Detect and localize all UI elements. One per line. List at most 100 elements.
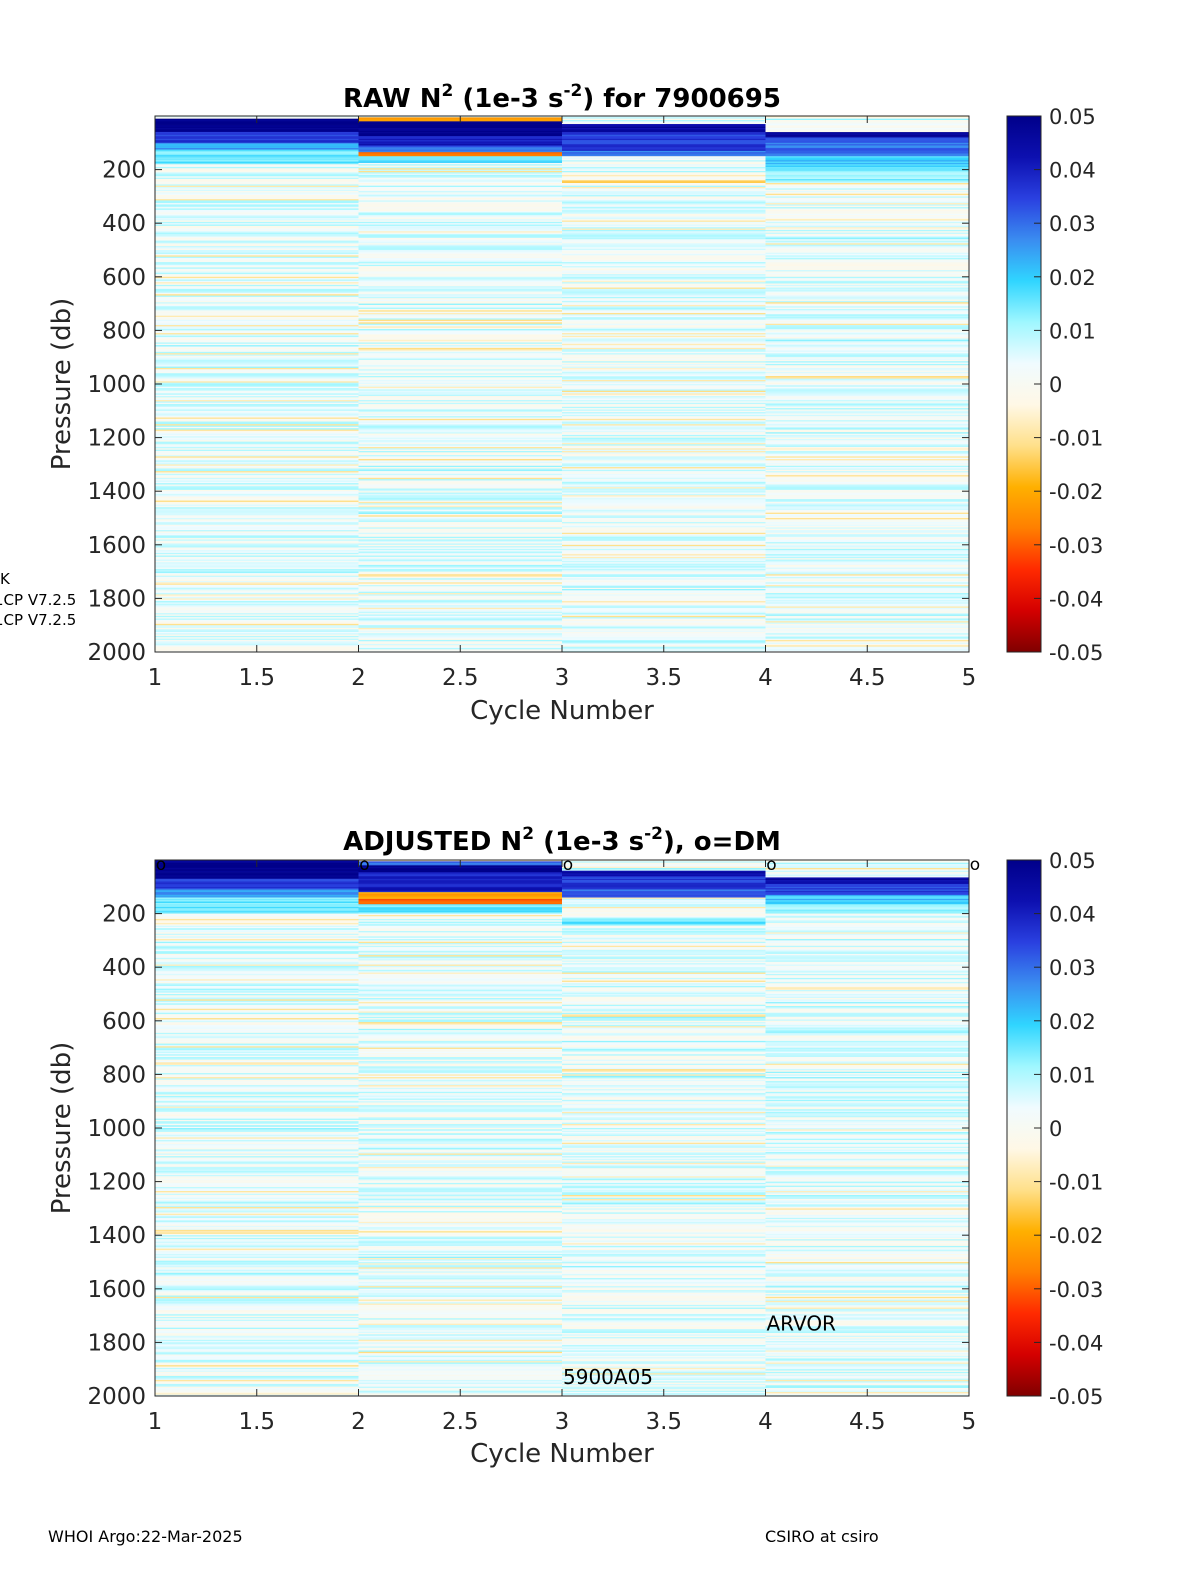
heatmap-cell	[562, 432, 766, 434]
heatmap-cell	[562, 1357, 766, 1359]
heatmap-cell	[562, 353, 766, 355]
heatmap-cell	[358, 518, 562, 520]
heatmap-cell	[155, 1152, 359, 1154]
heatmap-cell	[562, 208, 766, 211]
heatmap-cell	[562, 365, 766, 367]
heatmap-cell	[358, 341, 562, 343]
heatmap-cell	[562, 370, 766, 373]
heatmap-cell	[562, 1172, 766, 1174]
heatmap-cell	[562, 144, 766, 146]
heatmap-cell	[765, 1355, 969, 1358]
heatmap-cell	[562, 160, 766, 162]
heatmap-cell	[358, 975, 562, 977]
heatmap-cell	[765, 1349, 969, 1351]
heatmap-cell	[358, 1366, 562, 1369]
heatmap-cell	[562, 1007, 766, 1010]
heatmap-cell	[358, 491, 562, 493]
heatmap-cell	[562, 943, 766, 945]
heatmap-cell	[765, 560, 969, 563]
heatmap-cell	[155, 1339, 359, 1342]
heatmap-cell	[562, 985, 766, 988]
heatmap-cell	[562, 477, 766, 480]
heatmap-cell	[765, 189, 969, 192]
heatmap-cell	[562, 262, 766, 264]
heatmap-cell	[155, 499, 359, 501]
heatmap-cell	[155, 463, 359, 465]
heatmap-cell	[562, 889, 766, 892]
heatmap-cell	[358, 414, 562, 417]
heatmap-cell	[358, 258, 562, 260]
heatmap-cell	[765, 1031, 969, 1034]
heatmap-cell	[562, 487, 766, 489]
heatmap-cell	[155, 150, 359, 153]
heatmap-cell	[562, 152, 766, 154]
heatmap-cell	[765, 319, 969, 322]
heatmap-cell	[765, 1099, 969, 1102]
heatmap-cell	[155, 231, 359, 233]
heatmap-cell	[358, 892, 562, 894]
heatmap-cell	[155, 1162, 359, 1165]
heatmap-cell	[562, 335, 766, 338]
title-text: ADJUSTED N	[343, 827, 522, 857]
heatmap-cell	[358, 330, 562, 333]
heatmap-cell	[155, 1132, 359, 1134]
heatmap-cell	[765, 304, 969, 307]
heatmap-cell	[358, 1169, 562, 1172]
heatmap-cell	[358, 564, 562, 567]
heatmap-cell	[765, 1312, 969, 1315]
heatmap-cell	[765, 1039, 969, 1042]
heatmap-cell	[562, 166, 766, 169]
heatmap-cell	[765, 1294, 969, 1296]
heatmap-cell	[562, 446, 766, 449]
heatmap-cell	[765, 1381, 969, 1383]
heatmap-cell	[155, 979, 359, 981]
heatmap-cell	[765, 329, 969, 331]
heatmap-cell	[765, 1103, 969, 1106]
heatmap-cell	[765, 161, 969, 164]
heatmap-cell	[765, 371, 969, 374]
heatmap-cell	[155, 1283, 359, 1286]
heatmap-cell	[562, 1338, 766, 1341]
heatmap-cell	[765, 1324, 969, 1327]
heatmap-cell	[358, 1146, 562, 1149]
heatmap-cell	[562, 949, 766, 952]
heatmap-cell	[765, 890, 969, 893]
heatmap-cell	[358, 890, 562, 893]
heatmap-cell	[155, 178, 359, 181]
heatmap-cell	[765, 1165, 969, 1168]
heatmap-cell	[562, 453, 766, 456]
heatmap-cell	[562, 408, 766, 410]
heatmap-cell	[765, 463, 969, 465]
heatmap-cell	[358, 607, 562, 610]
heatmap-cell	[765, 1253, 969, 1256]
heatmap-cell	[562, 922, 766, 925]
heatmap-cell	[358, 436, 562, 438]
heatmap-cell	[562, 594, 766, 597]
heatmap-cell	[155, 1307, 359, 1310]
heatmap-cell	[562, 270, 766, 272]
heatmap-cell	[155, 881, 359, 884]
heatmap-cell	[358, 382, 562, 385]
heatmap-cell	[155, 559, 359, 562]
heatmap-cell	[765, 233, 969, 236]
heatmap-cell	[765, 374, 969, 377]
heatmap-cell	[155, 1093, 359, 1095]
heatmap-cell	[562, 488, 766, 491]
heatmap-cell	[765, 542, 969, 544]
heatmap-cell	[562, 1213, 766, 1216]
heatmap-cell	[765, 508, 969, 511]
heatmap-cell	[562, 322, 766, 325]
heatmap-cell	[765, 307, 969, 310]
heatmap-cell	[358, 1178, 562, 1181]
heatmap-cell	[562, 304, 766, 307]
heatmap-cell	[155, 426, 359, 429]
heatmap-cell	[562, 241, 766, 244]
heatmap-cell	[562, 884, 766, 886]
heatmap-cell	[155, 886, 359, 889]
heatmap-cell	[765, 1058, 969, 1061]
heatmap-cell	[358, 156, 562, 158]
heatmap-cell	[562, 548, 766, 551]
heatmap-cell	[155, 611, 359, 614]
heatmap-cell	[562, 572, 766, 575]
heatmap-cell	[562, 554, 766, 556]
